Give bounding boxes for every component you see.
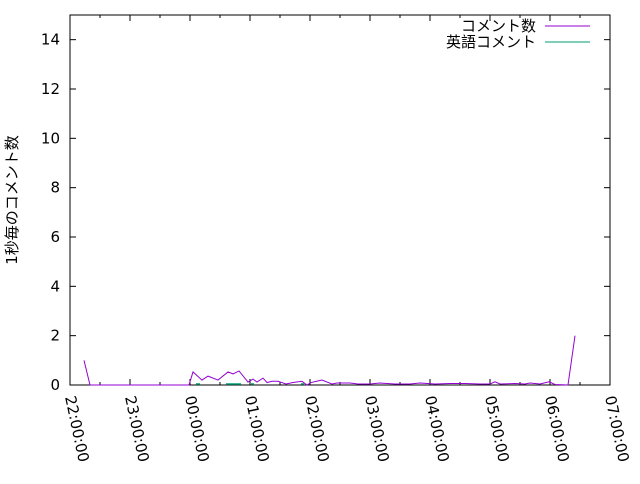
y-tick-label: 2: [50, 327, 60, 345]
x-tick-label: 00:00:00: [181, 394, 213, 464]
x-tick-label: 03:00:00: [361, 394, 393, 464]
y-tick-label: 6: [50, 228, 60, 246]
y-tick-label: 14: [41, 31, 60, 49]
x-tick-label: 02:00:00: [301, 394, 333, 464]
legend-label: コメント数: [461, 17, 536, 35]
legend-label: 英語コメント: [446, 33, 536, 51]
y-tick-label: 4: [50, 277, 60, 295]
x-tick-label: 22:00:00: [61, 394, 93, 464]
x-tick-label: 01:00:00: [241, 394, 273, 464]
x-tick-label: 05:00:00: [481, 394, 513, 464]
x-tick-label: 04:00:00: [421, 394, 453, 464]
y-axis-label: 1秒毎のコメント数: [3, 135, 21, 265]
plot-frame: [69, 14, 611, 386]
x-tick-label: 07:00:00: [601, 394, 633, 464]
x-tick-label: 06:00:00: [541, 394, 573, 464]
y-tick-label: 8: [50, 179, 60, 197]
y-tick-label: 0: [50, 376, 60, 394]
x-tick-label: 23:00:00: [121, 394, 153, 464]
y-tick-label: 12: [41, 80, 60, 98]
y-tick-label: 10: [41, 129, 60, 147]
series-line-comment-count: [83, 335, 576, 386]
